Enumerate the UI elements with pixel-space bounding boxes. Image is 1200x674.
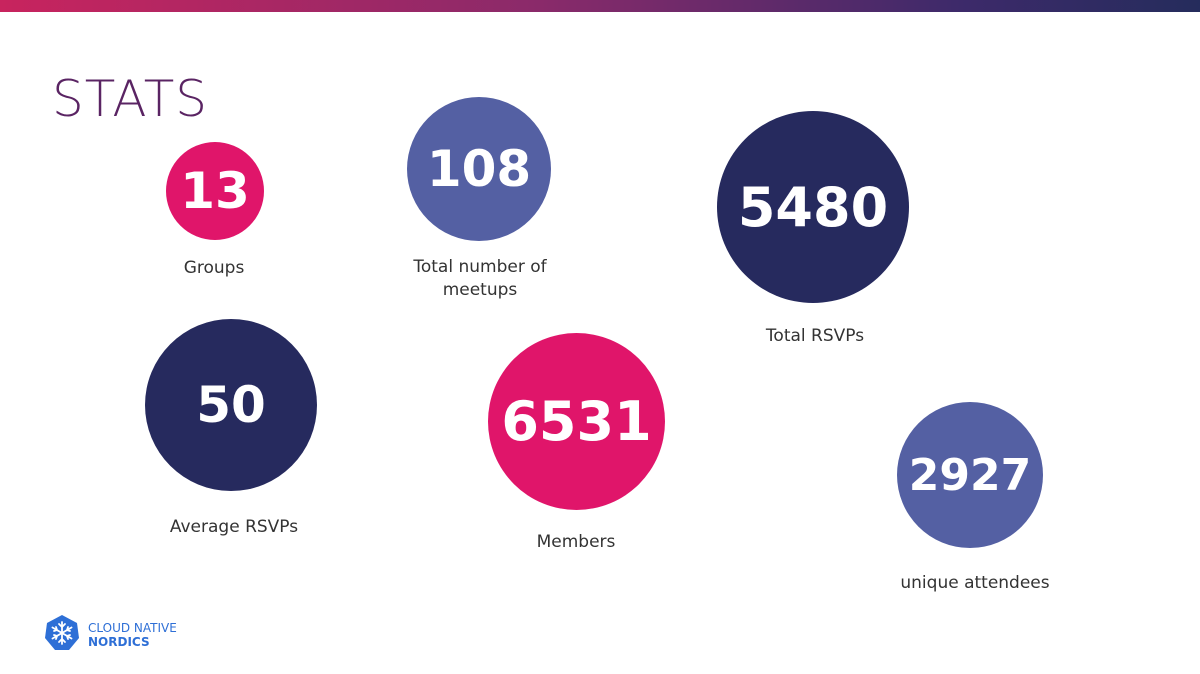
stat-label-meetups-line2: meetups (442, 280, 518, 300)
top-gradient-bar (0, 0, 1200, 12)
stat-circle-meetups: 108 (407, 97, 551, 241)
page-title: STATS (52, 70, 209, 128)
stat-label-meetups: Total number of meetups (380, 256, 580, 302)
logo-text-line1: CLOUD NATIVE (88, 621, 177, 635)
stat-label-meetups-line1: Total number of (413, 257, 547, 277)
stat-value-groups: 13 (180, 162, 250, 220)
stat-value-total-rsvps: 5480 (737, 175, 889, 239)
stat-label-groups: Groups (183, 258, 245, 278)
stat-label-average-rsvps: Average RSVPs (169, 517, 299, 537)
stat-value-meetups: 108 (426, 140, 532, 198)
logo-text-line2: NORDICS (88, 635, 150, 649)
stat-circle-members: 6531 (488, 333, 665, 510)
logo-text: CLOUD NATIVE NORDICS (88, 621, 177, 649)
stat-circle-groups: 13 (166, 142, 264, 240)
stat-circle-unique-attendees: 2927 (897, 402, 1043, 548)
stat-circle-total-rsvps: 5480 (717, 111, 909, 303)
stat-label-unique-attendees: unique attendees (900, 573, 1050, 593)
cloud-native-nordics-logo: CLOUD NATIVE NORDICS (44, 614, 177, 656)
stat-value-members: 6531 (501, 390, 652, 453)
stat-circle-average-rsvps: 50 (145, 319, 317, 491)
snowflake-hexagon-icon (44, 614, 80, 656)
stat-label-total-rsvps: Total RSVPs (765, 326, 865, 346)
stat-value-average-rsvps: 50 (196, 376, 266, 434)
stat-value-unique-attendees: 2927 (908, 449, 1032, 501)
stat-label-members: Members (536, 532, 616, 552)
